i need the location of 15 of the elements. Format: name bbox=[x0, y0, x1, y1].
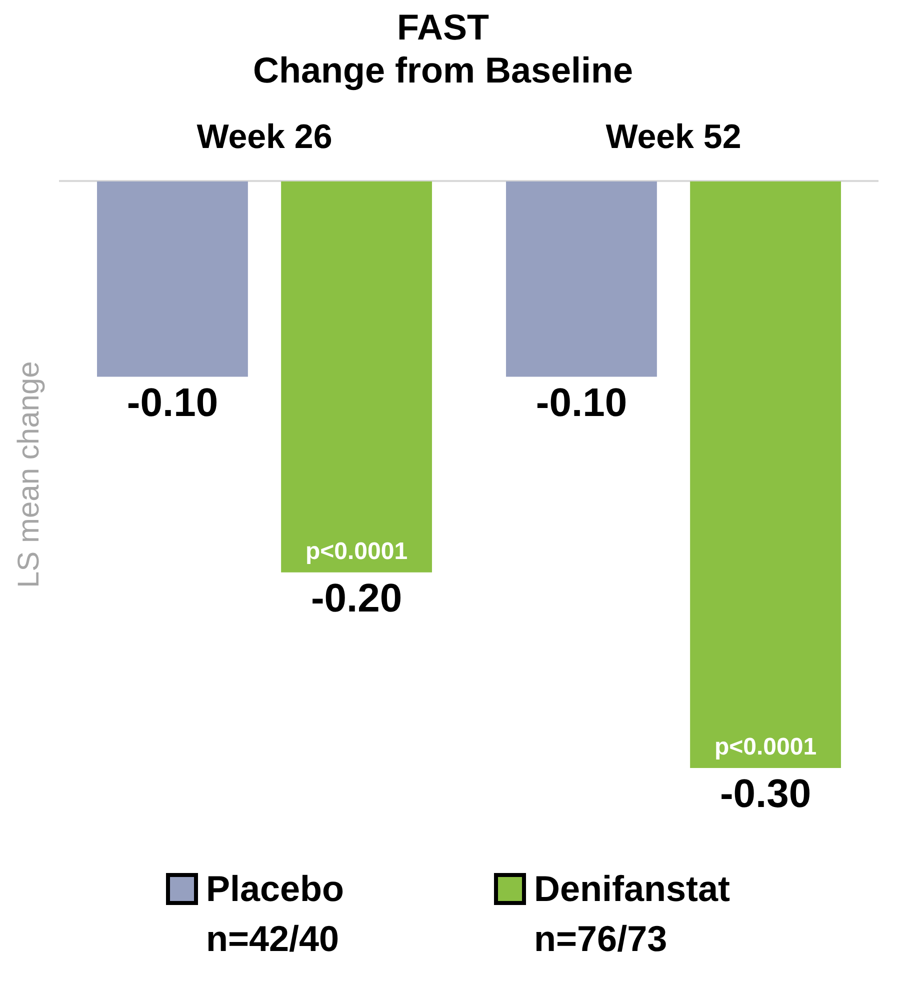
text: n=42/40 bbox=[206, 918, 340, 960]
annotation: p<0.0001 bbox=[714, 734, 817, 761]
legend-label: Placebo bbox=[206, 868, 344, 910]
data-label: -0.10 bbox=[536, 380, 628, 425]
x-tick-label: Week 26 bbox=[196, 118, 332, 156]
annotation: p<0.0001 bbox=[305, 538, 408, 566]
text: Change from Baseline bbox=[252, 50, 634, 91]
legend-label: Denifanstat bbox=[534, 868, 730, 910]
data-label: -0.20 bbox=[310, 576, 402, 620]
x-tick-label: Week 52 bbox=[606, 118, 742, 156]
data-label: -0.30 bbox=[720, 772, 812, 816]
text: FAST bbox=[396, 6, 490, 48]
data-label: -0.10 bbox=[126, 380, 218, 425]
y-axis-title: LS mean change bbox=[12, 361, 46, 588]
text: n=76/73 bbox=[534, 918, 668, 960]
